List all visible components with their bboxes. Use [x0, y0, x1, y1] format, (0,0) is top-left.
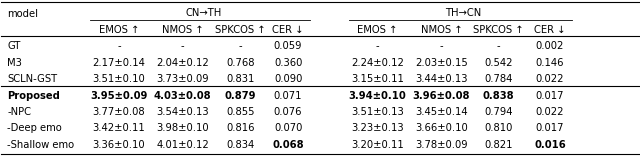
Text: SPKCOS ↑: SPKCOS ↑ [215, 25, 266, 35]
Text: 0.017: 0.017 [536, 124, 564, 133]
Text: 2.03±0.15: 2.03±0.15 [415, 58, 468, 67]
Text: 3.66±0.10: 3.66±0.10 [415, 124, 468, 133]
Text: GT: GT [7, 41, 20, 51]
Text: 0.838: 0.838 [483, 90, 515, 101]
Text: 3.44±0.13: 3.44±0.13 [415, 74, 468, 84]
Text: SPKCOS ↑: SPKCOS ↑ [474, 25, 524, 35]
Text: 3.96±0.08: 3.96±0.08 [413, 90, 470, 101]
Text: 0.022: 0.022 [536, 107, 564, 117]
Text: -: - [440, 41, 443, 51]
Text: model: model [7, 9, 38, 19]
Text: 0.768: 0.768 [226, 58, 255, 67]
Text: 0.810: 0.810 [484, 124, 513, 133]
Text: 3.54±0.13: 3.54±0.13 [156, 107, 209, 117]
Text: 3.98±0.10: 3.98±0.10 [156, 124, 209, 133]
Text: 0.794: 0.794 [484, 107, 513, 117]
Text: NMOS ↑: NMOS ↑ [162, 25, 204, 35]
Text: EMOS ↑: EMOS ↑ [357, 25, 397, 35]
Text: 0.059: 0.059 [274, 41, 302, 51]
Text: -: - [117, 41, 121, 51]
Text: 3.95±0.09: 3.95±0.09 [90, 90, 148, 101]
Text: NMOS ↑: NMOS ↑ [420, 25, 462, 35]
Text: 0.071: 0.071 [274, 90, 302, 101]
Text: 0.834: 0.834 [226, 140, 254, 150]
Text: 0.076: 0.076 [274, 107, 302, 117]
Text: CER ↓: CER ↓ [534, 25, 566, 35]
Text: 0.542: 0.542 [484, 58, 513, 67]
Text: 0.784: 0.784 [484, 74, 513, 84]
Text: 0.068: 0.068 [272, 140, 304, 150]
Text: 3.94±0.10: 3.94±0.10 [349, 90, 406, 101]
Text: 0.360: 0.360 [274, 58, 302, 67]
Text: -Deep emo: -Deep emo [7, 124, 62, 133]
Text: 3.78±0.09: 3.78±0.09 [415, 140, 468, 150]
Text: 4.01±0.12: 4.01±0.12 [156, 140, 209, 150]
Text: 3.42±0.11: 3.42±0.11 [92, 124, 145, 133]
Text: 2.17±0.14: 2.17±0.14 [92, 58, 145, 67]
Text: 0.855: 0.855 [226, 107, 255, 117]
Text: 0.016: 0.016 [534, 140, 566, 150]
Text: 2.24±0.12: 2.24±0.12 [351, 58, 404, 67]
Text: 3.77±0.08: 3.77±0.08 [93, 107, 145, 117]
Text: TH→CN: TH→CN [445, 8, 482, 18]
Text: 0.879: 0.879 [225, 90, 256, 101]
Text: 0.017: 0.017 [536, 90, 564, 101]
Text: EMOS ↑: EMOS ↑ [99, 25, 139, 35]
Text: 4.03±0.08: 4.03±0.08 [154, 90, 211, 101]
Text: 0.816: 0.816 [226, 124, 255, 133]
Text: -: - [181, 41, 184, 51]
Text: 0.002: 0.002 [536, 41, 564, 51]
Text: 2.04±0.12: 2.04±0.12 [156, 58, 209, 67]
Text: -: - [376, 41, 380, 51]
Text: 3.20±0.11: 3.20±0.11 [351, 140, 404, 150]
Text: 3.15±0.11: 3.15±0.11 [351, 74, 404, 84]
Text: 3.23±0.13: 3.23±0.13 [351, 124, 404, 133]
Text: Proposed: Proposed [7, 90, 60, 101]
Text: 0.090: 0.090 [274, 74, 302, 84]
Text: 3.73±0.09: 3.73±0.09 [156, 74, 209, 84]
Text: -: - [497, 41, 500, 51]
Text: M3: M3 [7, 58, 22, 67]
Text: CER ↓: CER ↓ [272, 25, 304, 35]
Text: -Shallow emo: -Shallow emo [7, 140, 74, 150]
Text: 3.51±0.10: 3.51±0.10 [92, 74, 145, 84]
Text: CN→TH: CN→TH [186, 8, 221, 18]
Text: 0.022: 0.022 [536, 74, 564, 84]
Text: 0.070: 0.070 [274, 124, 302, 133]
Text: -: - [238, 41, 242, 51]
Text: 0.146: 0.146 [536, 58, 564, 67]
Text: 0.831: 0.831 [226, 74, 254, 84]
Text: 3.45±0.14: 3.45±0.14 [415, 107, 468, 117]
Text: 3.36±0.10: 3.36±0.10 [93, 140, 145, 150]
Text: 0.821: 0.821 [484, 140, 513, 150]
Text: SCLN-GST: SCLN-GST [7, 74, 57, 84]
Text: -NPC: -NPC [7, 107, 31, 117]
Text: 3.51±0.13: 3.51±0.13 [351, 107, 404, 117]
